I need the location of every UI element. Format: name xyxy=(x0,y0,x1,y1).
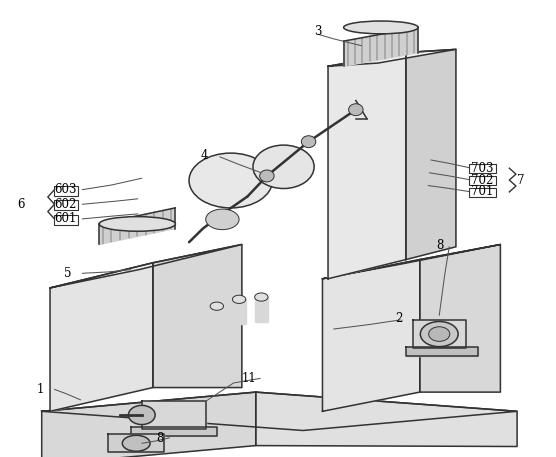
Polygon shape xyxy=(328,49,456,66)
Ellipse shape xyxy=(210,302,224,310)
Circle shape xyxy=(301,136,316,148)
Polygon shape xyxy=(256,392,517,446)
Polygon shape xyxy=(99,208,175,244)
Ellipse shape xyxy=(255,293,268,301)
Text: 1: 1 xyxy=(36,383,44,396)
Text: 8: 8 xyxy=(436,239,444,252)
Ellipse shape xyxy=(429,327,450,341)
Polygon shape xyxy=(232,299,246,324)
Ellipse shape xyxy=(99,217,176,231)
Polygon shape xyxy=(108,434,164,452)
Polygon shape xyxy=(406,347,478,356)
Text: 7: 7 xyxy=(517,174,524,186)
FancyBboxPatch shape xyxy=(469,176,496,185)
Text: 5: 5 xyxy=(64,267,72,280)
FancyBboxPatch shape xyxy=(54,200,78,210)
Polygon shape xyxy=(210,306,224,331)
FancyBboxPatch shape xyxy=(54,186,78,196)
Ellipse shape xyxy=(128,405,155,425)
Ellipse shape xyxy=(344,21,418,34)
Polygon shape xyxy=(344,27,418,66)
Text: 3: 3 xyxy=(314,25,322,37)
Text: 602: 602 xyxy=(54,198,77,211)
Text: 601: 601 xyxy=(54,213,77,225)
Text: 702: 702 xyxy=(471,174,494,186)
Polygon shape xyxy=(322,244,500,279)
Ellipse shape xyxy=(420,322,458,346)
FancyBboxPatch shape xyxy=(54,215,78,225)
Polygon shape xyxy=(50,244,242,288)
Text: 703: 703 xyxy=(471,162,494,175)
Circle shape xyxy=(260,170,274,182)
Ellipse shape xyxy=(206,209,239,229)
Text: 11: 11 xyxy=(242,372,256,385)
Ellipse shape xyxy=(253,145,314,188)
Text: 8: 8 xyxy=(156,432,164,445)
Text: 603: 603 xyxy=(54,183,77,196)
Polygon shape xyxy=(322,260,420,411)
Polygon shape xyxy=(42,392,517,430)
Text: 701: 701 xyxy=(471,186,494,198)
Polygon shape xyxy=(153,244,242,388)
Circle shape xyxy=(349,104,363,116)
Polygon shape xyxy=(255,297,268,322)
Text: 2: 2 xyxy=(395,313,403,325)
Polygon shape xyxy=(131,427,217,436)
FancyBboxPatch shape xyxy=(469,188,496,197)
Polygon shape xyxy=(406,49,456,260)
Ellipse shape xyxy=(122,435,150,451)
Polygon shape xyxy=(42,392,256,457)
Polygon shape xyxy=(50,263,153,411)
Polygon shape xyxy=(420,244,500,392)
Ellipse shape xyxy=(189,153,272,208)
FancyBboxPatch shape xyxy=(469,164,496,173)
Ellipse shape xyxy=(232,295,246,303)
Text: 4: 4 xyxy=(201,149,208,162)
Polygon shape xyxy=(413,320,466,348)
Polygon shape xyxy=(142,401,206,429)
Polygon shape xyxy=(328,53,406,279)
Text: 6: 6 xyxy=(17,198,25,211)
